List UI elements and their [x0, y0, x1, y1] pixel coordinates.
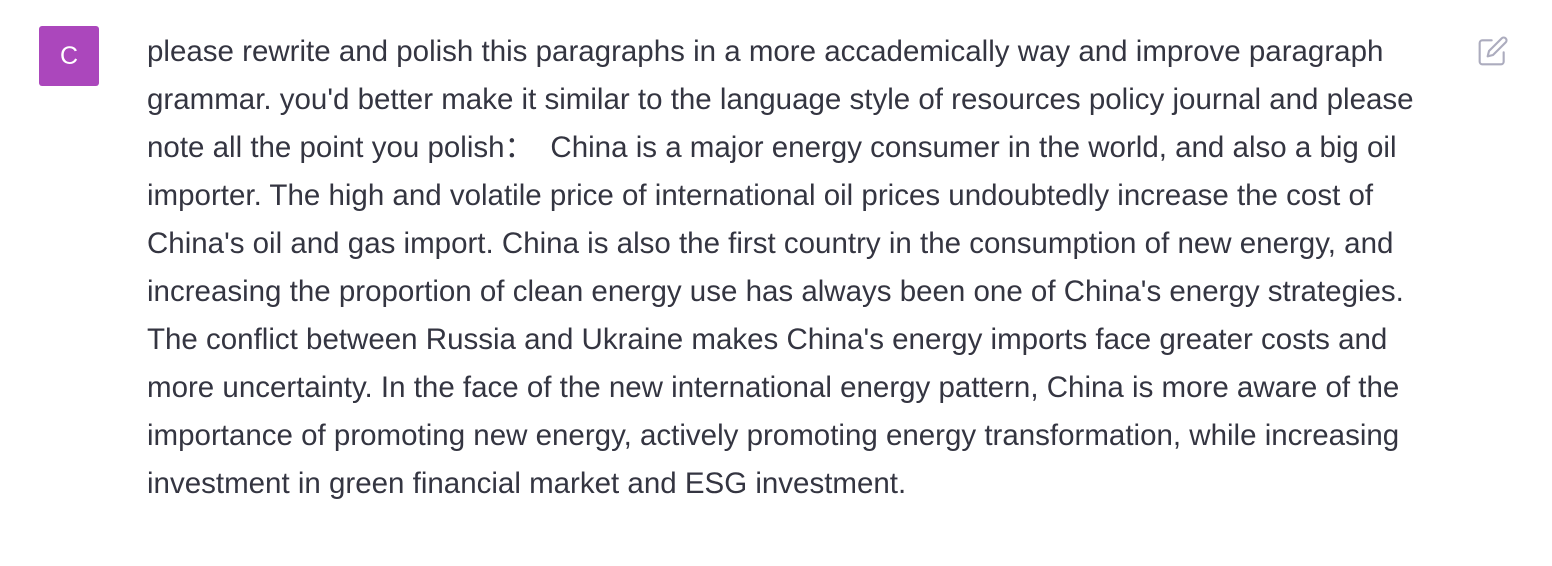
avatar: C: [39, 26, 99, 86]
avatar-letter: C: [59, 41, 79, 70]
edit-icon: [1478, 36, 1508, 66]
edit-message-button[interactable]: [1476, 34, 1510, 68]
message-text: please rewrite and polish this paragraph…: [147, 35, 1422, 500]
